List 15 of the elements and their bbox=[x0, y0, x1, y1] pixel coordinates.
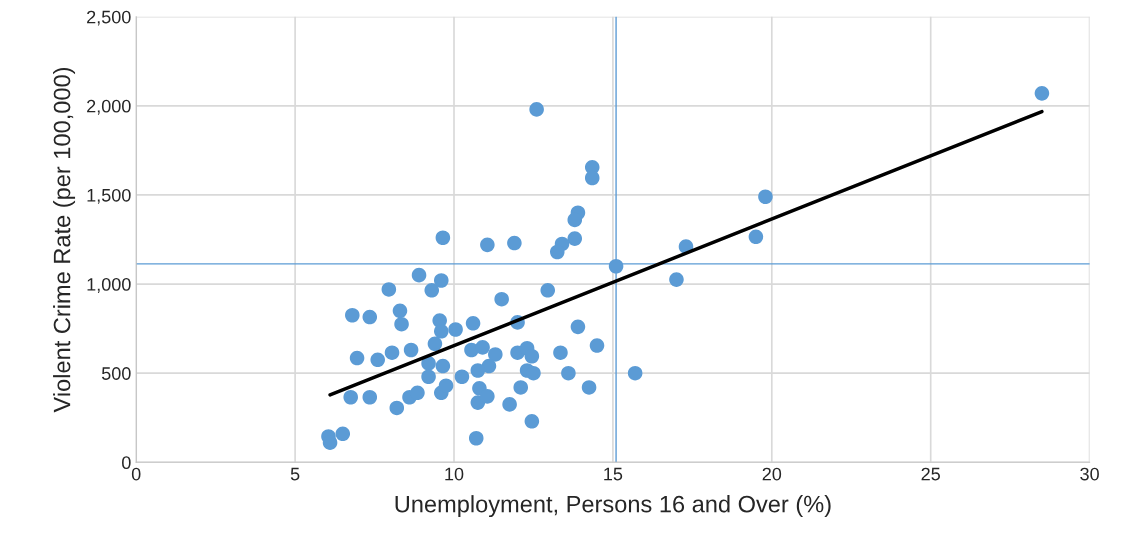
y-tick-label: 500 bbox=[101, 367, 131, 380]
y-tick-label: 2,000 bbox=[87, 99, 131, 115]
y-tick-label: 0 bbox=[122, 456, 131, 470]
x-tick-label: 25 bbox=[921, 467, 940, 481]
y-tick-label: 2,500 bbox=[87, 10, 131, 26]
x-tick-label: 30 bbox=[1080, 467, 1099, 481]
y-axis-title: Violent Crime Rate (per 100,000) bbox=[53, 67, 76, 413]
x-axis-title: Unemployment, Persons 16 and Over (%) bbox=[395, 495, 831, 518]
x-tick-label: 20 bbox=[762, 467, 782, 481]
y-tick-label: 1,000 bbox=[87, 278, 131, 293]
x-tick-label: 15 bbox=[604, 467, 623, 481]
x-tick-label: 0 bbox=[131, 467, 141, 481]
y-tick-label: 1,500 bbox=[87, 188, 131, 204]
x-tick-label: 10 bbox=[445, 467, 464, 481]
x-tick-label: 5 bbox=[290, 467, 300, 481]
